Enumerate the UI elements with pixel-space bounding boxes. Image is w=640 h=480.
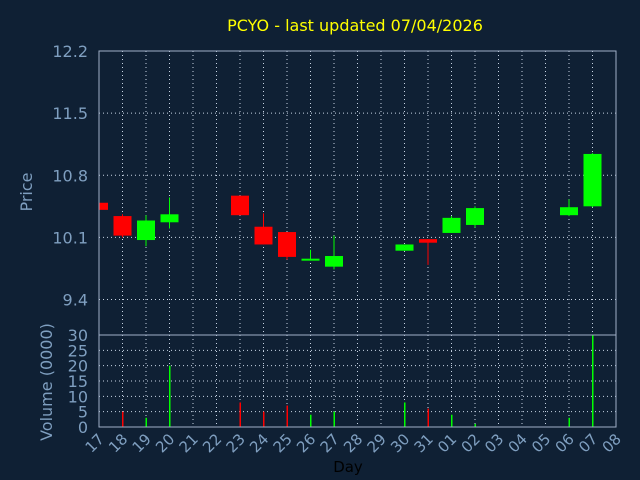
candle-body xyxy=(278,232,296,257)
volume-tick-label: 5 xyxy=(78,403,88,422)
candle-body xyxy=(137,220,155,241)
price-axis-ticks: 12.2 11.5 10.8 10.1 9.4 xyxy=(52,42,88,310)
volume-tick-label: 30 xyxy=(68,326,88,345)
candle-body xyxy=(113,216,132,236)
volume-tick-label: 15 xyxy=(68,372,88,391)
candle-body xyxy=(160,214,179,223)
volume-bar xyxy=(427,408,429,427)
price-candles xyxy=(98,153,602,270)
volume-tick-label: 0 xyxy=(78,418,88,437)
candle-body xyxy=(395,244,414,251)
volume-bar xyxy=(145,417,147,427)
volume-bar xyxy=(404,402,406,427)
price-tick-label: 11.5 xyxy=(52,104,88,123)
candle-body xyxy=(442,217,461,233)
volume-tick-label: 25 xyxy=(68,341,88,360)
candle-body xyxy=(254,226,273,245)
volume-bar xyxy=(474,423,476,427)
candle-body xyxy=(325,256,343,267)
volume-bars xyxy=(122,335,594,427)
volume-bar xyxy=(169,365,171,427)
candle-body xyxy=(231,195,249,216)
candle-body xyxy=(466,208,484,225)
candle-body xyxy=(301,258,320,261)
price-gridlines xyxy=(99,51,616,335)
volume-bar xyxy=(451,414,453,427)
volume-axis-label: Volume (0000) xyxy=(37,323,56,441)
volume-bar xyxy=(286,405,288,427)
volume-bar xyxy=(310,414,312,427)
volume-bar xyxy=(333,411,335,427)
price-tick-label: 10.1 xyxy=(52,228,88,247)
candle-body xyxy=(99,202,108,210)
x-axis-ticks: 1718192021222324252627282930310102030405… xyxy=(82,430,625,456)
volume-bar xyxy=(122,411,124,427)
price-axis-label: Price xyxy=(17,172,36,211)
volume-plot-frame xyxy=(98,334,617,428)
price-tick-label: 9.4 xyxy=(63,291,88,310)
volume-bar xyxy=(568,417,570,427)
price-tick-label: 10.8 xyxy=(52,166,88,185)
volume-bar xyxy=(239,402,241,427)
volume-bar xyxy=(592,335,594,427)
volume-bar xyxy=(263,411,265,427)
candle-body xyxy=(583,153,602,207)
volume-tick-label: 20 xyxy=(68,357,88,376)
chart-title: PCYO - last updated 07/04/2026 xyxy=(227,16,483,35)
candle-body xyxy=(560,207,578,216)
volume-tick-label: 10 xyxy=(68,387,88,406)
price-tick-label: 12.2 xyxy=(52,42,88,61)
candle-body xyxy=(419,239,437,243)
x-axis-label: Day xyxy=(333,458,363,476)
